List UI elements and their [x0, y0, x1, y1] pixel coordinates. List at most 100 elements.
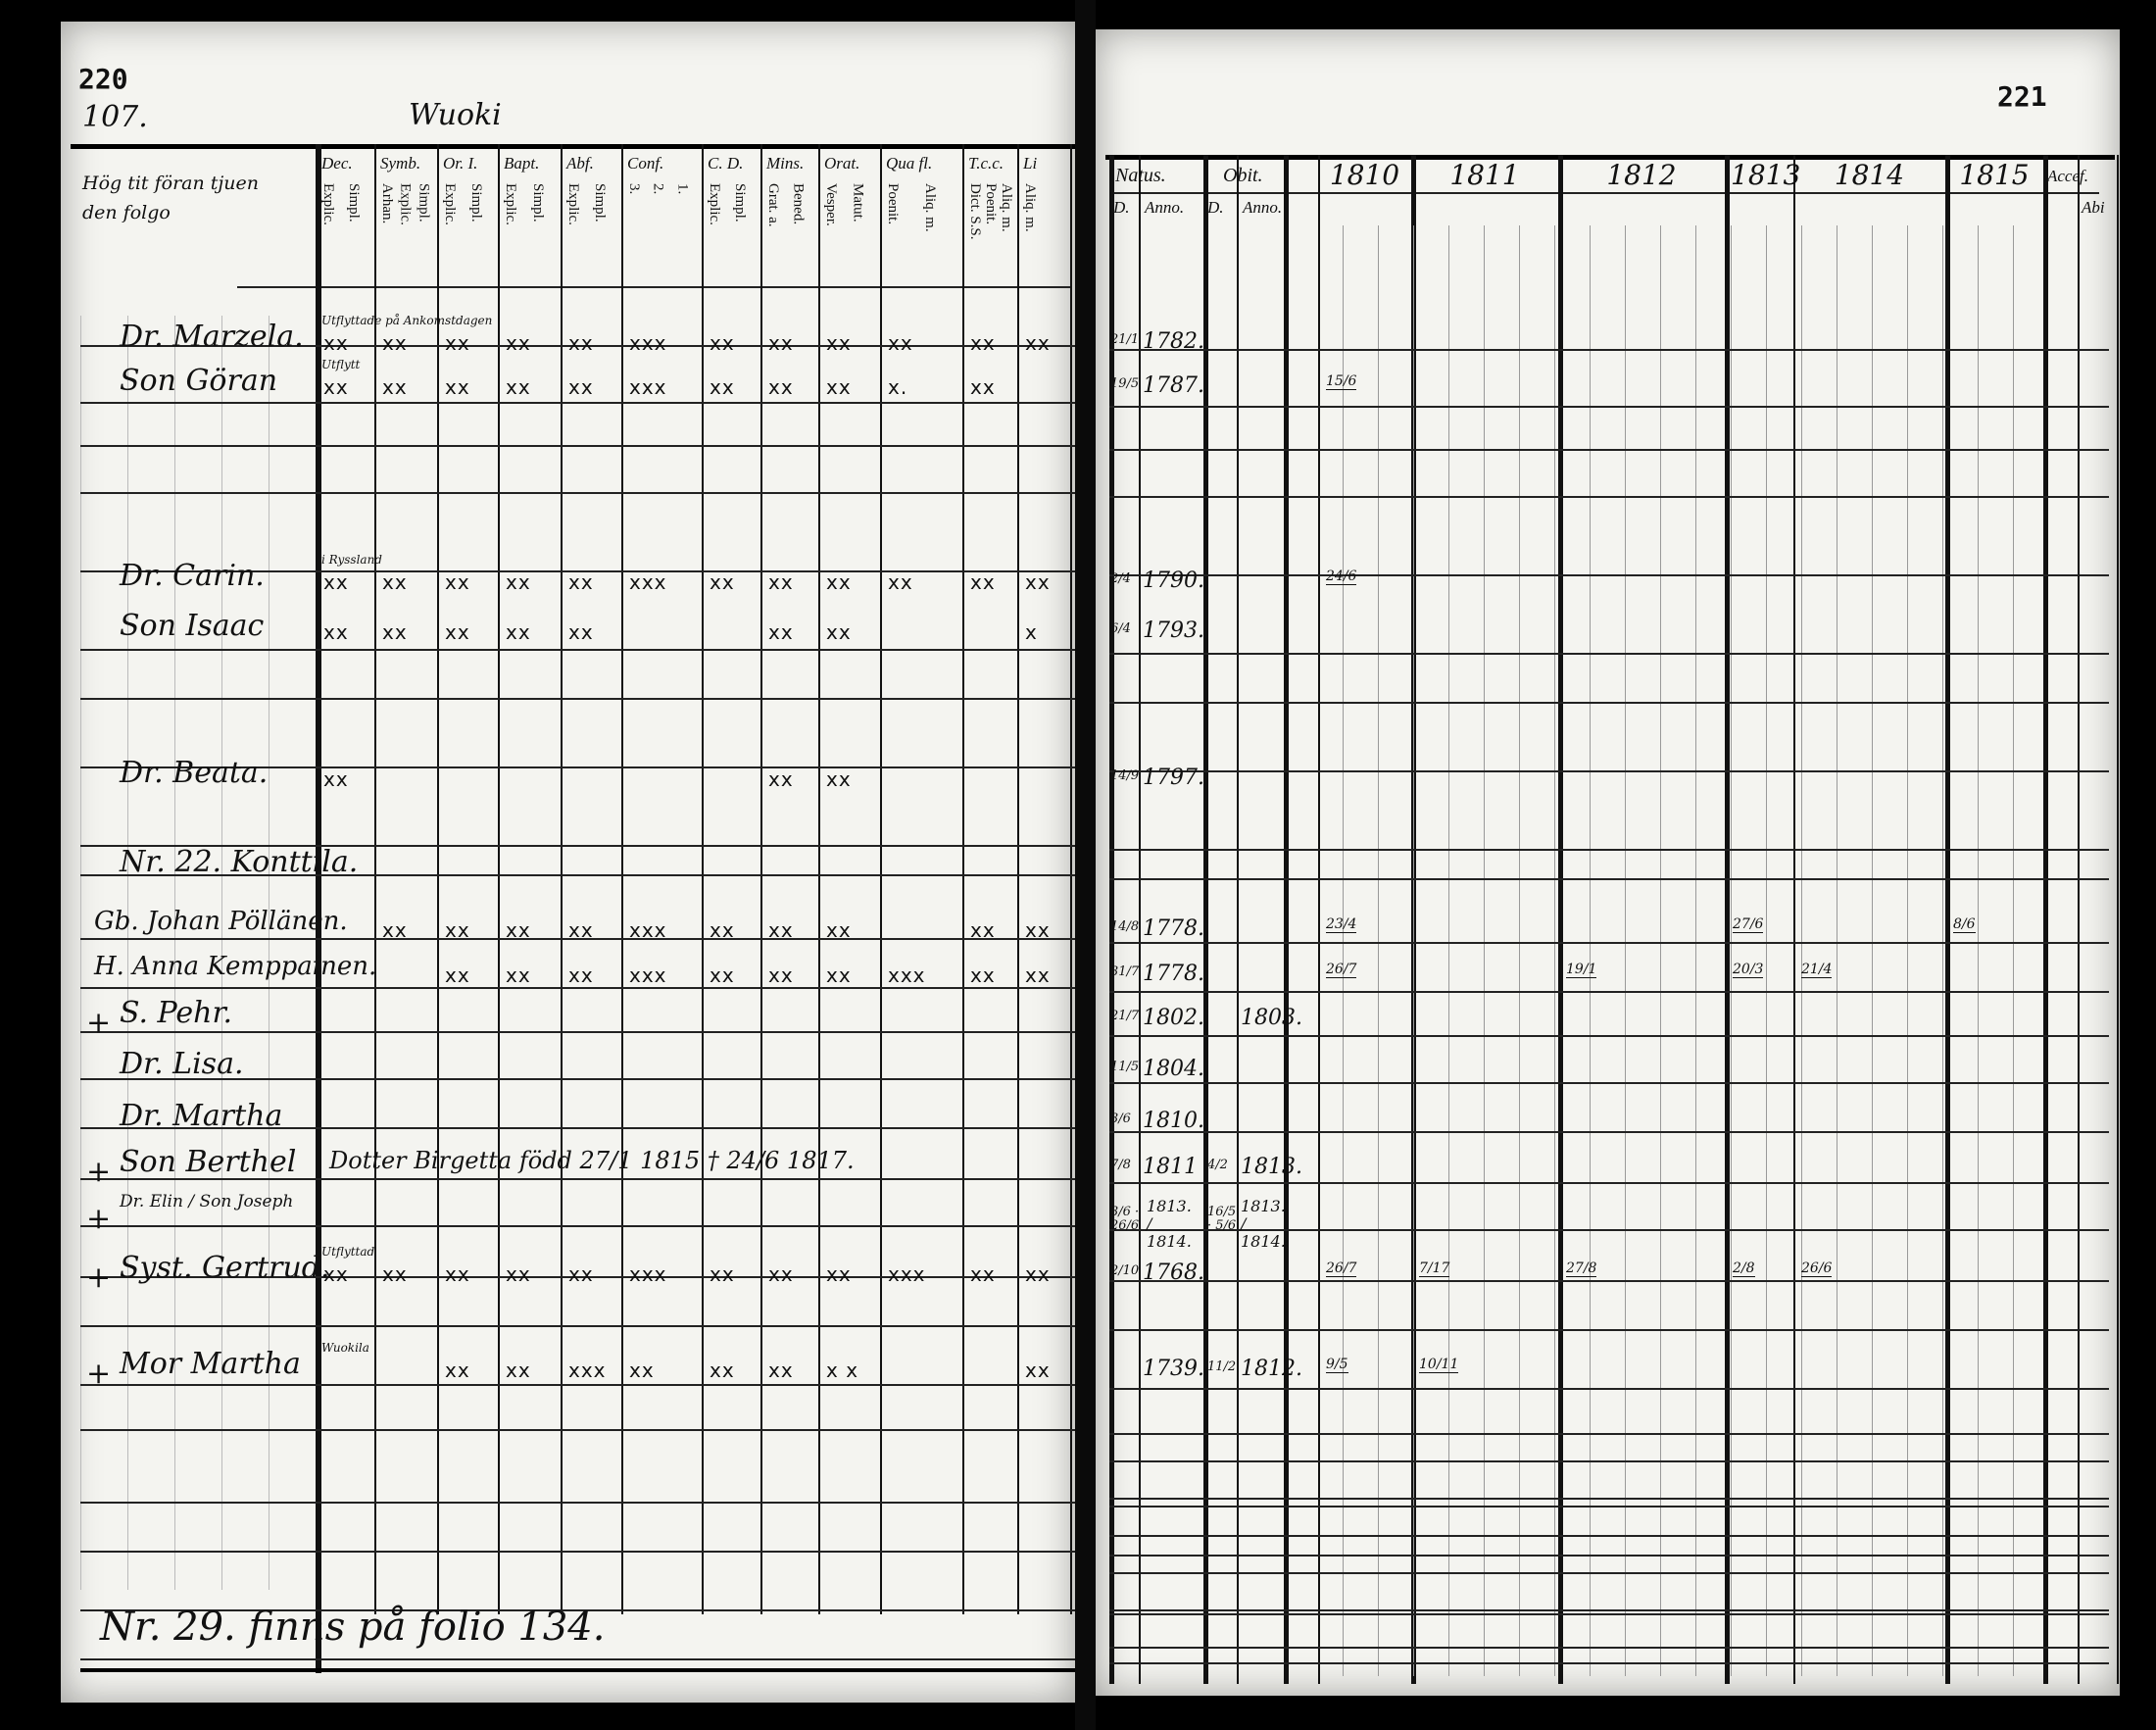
row-rule — [80, 698, 1075, 700]
faint-ruling — [1731, 225, 1732, 1676]
catechism-mark: xx — [768, 620, 794, 644]
death-cross: + — [86, 1006, 112, 1040]
row-rule — [80, 874, 1075, 876]
column-header: Abf. — [566, 154, 594, 173]
column-divider — [1725, 155, 1730, 1684]
row-rule — [80, 1225, 1075, 1227]
column-subheader: Arhan. — [379, 183, 395, 224]
row-rule — [80, 1078, 1075, 1080]
catechism-mark: xx — [445, 331, 470, 355]
faint-ruling — [269, 316, 270, 1590]
faint-ruling — [1378, 225, 1379, 1676]
row-rule — [80, 1609, 1075, 1611]
catechism-mark: xx — [506, 918, 531, 942]
catechism-mark: xxx — [629, 1262, 667, 1286]
folio-stamp: 221 — [1997, 80, 2047, 113]
column-divider — [2078, 155, 2080, 1684]
row-rule — [1109, 1280, 2109, 1282]
folio-stamp: 220 — [78, 63, 128, 95]
column-divider — [2117, 155, 2119, 1684]
natus-year: 1813. / 1814. — [1147, 1197, 1192, 1251]
subheader-rule — [1109, 192, 2099, 194]
column-subheader: Explic. — [320, 183, 336, 225]
obit-day: 4/2 — [1207, 1158, 1228, 1172]
column-header: C. D. — [708, 154, 744, 173]
column-subheader: Simpl. — [592, 183, 608, 222]
person-name: Son Göran — [120, 364, 278, 398]
catechism-mark: xx — [568, 1262, 594, 1286]
row-rule — [1109, 1572, 2109, 1574]
year-header: 1810 — [1329, 159, 1400, 191]
obit-day: 11/2 — [1207, 1359, 1237, 1374]
row-rule — [80, 1658, 1075, 1660]
catechism-mark: x x — [826, 1359, 859, 1382]
column-divider — [1017, 144, 1019, 1614]
row-annotation: Utflyttade på Ankomstdagen — [321, 314, 493, 327]
year-attendance-mark: 23/4 — [1326, 916, 1357, 933]
faint-ruling — [1590, 225, 1591, 1676]
name-column-divider — [316, 144, 321, 1673]
catechism-mark: xx — [768, 1262, 794, 1286]
catechism-mark: xx — [506, 331, 531, 355]
catechism-mark: xx — [382, 331, 408, 355]
catechism-mark: xx — [1025, 331, 1051, 355]
catechism-mark: xx — [888, 331, 913, 355]
column-divider — [1109, 155, 1114, 1684]
catechism-mark: xx — [970, 375, 996, 399]
catechism-mark: xx — [506, 620, 531, 644]
header-top-rule — [71, 144, 1075, 149]
column-subheader: Dict. S.S. — [967, 183, 983, 240]
row-annotation: Utflytt — [321, 358, 361, 371]
row-annotation: Wuokila — [321, 1341, 369, 1355]
column-subheader: Explic. — [565, 183, 581, 225]
row-rule — [80, 766, 1075, 768]
row-annotation: Utflyttad — [321, 1245, 375, 1259]
column-divider — [1318, 155, 1320, 1684]
catechism-mark: xx — [323, 375, 349, 399]
obit-day-label: D. — [1207, 198, 1224, 217]
natus-year: 1787. — [1143, 373, 1204, 398]
natus-day: 7/8 — [1110, 1158, 1131, 1172]
catechism-mark: xx — [445, 375, 470, 399]
catechism-mark: xx — [568, 331, 594, 355]
row-rule — [1109, 1433, 2109, 1435]
column-subheader: Simpl. — [416, 183, 432, 222]
faint-ruling — [1872, 225, 1873, 1676]
column-divider — [1139, 155, 1141, 1684]
catechism-mark: xx — [710, 1262, 735, 1286]
column-divider — [561, 144, 563, 1614]
year-attendance-mark: 24/6 — [1326, 568, 1357, 585]
row-rule — [1109, 574, 2109, 576]
column-subheader: Simpl. — [530, 183, 546, 222]
catechism-mark: xx — [768, 918, 794, 942]
faint-ruling — [80, 316, 81, 1590]
catechism-mark: xx — [826, 1262, 852, 1286]
row-rule — [80, 649, 1075, 651]
column-subheader: 1. — [674, 183, 691, 195]
faint-ruling — [1554, 225, 1555, 1676]
catechism-mark: xx — [970, 570, 996, 594]
row-rule — [1109, 1506, 2109, 1508]
natus-day: 21/1 — [1110, 332, 1140, 347]
row-rule — [80, 1127, 1075, 1129]
column-subheader: Grat. a. — [765, 183, 781, 227]
faint-ruling — [1837, 225, 1838, 1676]
year-attendance-mark: 27/8 — [1566, 1260, 1597, 1277]
row-rule — [80, 570, 1075, 572]
year-attendance-mark: 27/6 — [1733, 916, 1764, 933]
catechism-mark: xxx — [568, 1359, 607, 1382]
natus-year: 1778. — [1143, 962, 1204, 986]
row-rule — [1109, 1647, 2109, 1649]
row-rule — [1109, 942, 2109, 944]
death-cross: + — [86, 1155, 112, 1189]
column-divider — [498, 144, 500, 1614]
column-divider — [1284, 155, 1289, 1684]
natus-year: 1811 — [1143, 1155, 1198, 1179]
person-name: Dr. Carin. — [120, 559, 265, 593]
catechism-mark: xx — [382, 570, 408, 594]
column-divider — [1793, 155, 1795, 1684]
year-attendance-mark: 15/6 — [1326, 373, 1357, 390]
column-divider — [1558, 155, 1563, 1684]
faint-ruling — [1519, 225, 1520, 1676]
natus-day: 11/5 — [1110, 1060, 1140, 1074]
